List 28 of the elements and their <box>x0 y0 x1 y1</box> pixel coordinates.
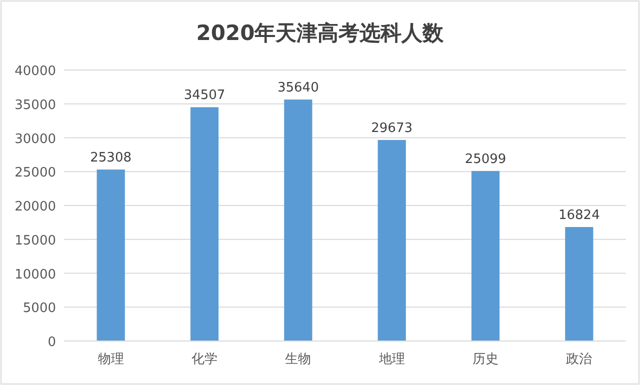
bar <box>471 170 500 341</box>
y-tick-label: 40000 <box>14 64 56 79</box>
bar <box>190 107 219 341</box>
y-tick-label: 20000 <box>14 200 56 214</box>
y-tick-label: 5000 <box>22 301 56 316</box>
x-tick-label: 化学 <box>192 352 218 367</box>
x-tick-label: 物理 <box>98 352 124 367</box>
y-tick-label: 35000 <box>14 98 56 113</box>
data-label: 25308 <box>90 150 132 166</box>
data-label: 29673 <box>371 120 413 136</box>
y-tick-label: 30000 <box>14 132 56 147</box>
x-tick-label: 地理 <box>378 352 405 367</box>
y-tick-label: 15000 <box>14 233 56 248</box>
bar <box>565 227 594 341</box>
chart-title: 2020年天津高考选科人数 <box>196 21 445 45</box>
y-tick-label: 0 <box>48 335 56 350</box>
bar <box>96 170 125 341</box>
y-tick-label: 10000 <box>14 267 56 282</box>
x-tick-label: 历史 <box>472 352 498 367</box>
data-label: 16824 <box>558 208 600 224</box>
bar <box>284 100 312 341</box>
y-tick-label: 25000 <box>14 166 56 181</box>
bar <box>378 140 406 341</box>
x-tick-label: 生物 <box>285 352 312 367</box>
data-label: 35640 <box>277 80 319 96</box>
x-tick-label: 政治 <box>566 352 592 367</box>
data-label: 25099 <box>464 152 506 167</box>
data-label: 34507 <box>184 88 226 104</box>
